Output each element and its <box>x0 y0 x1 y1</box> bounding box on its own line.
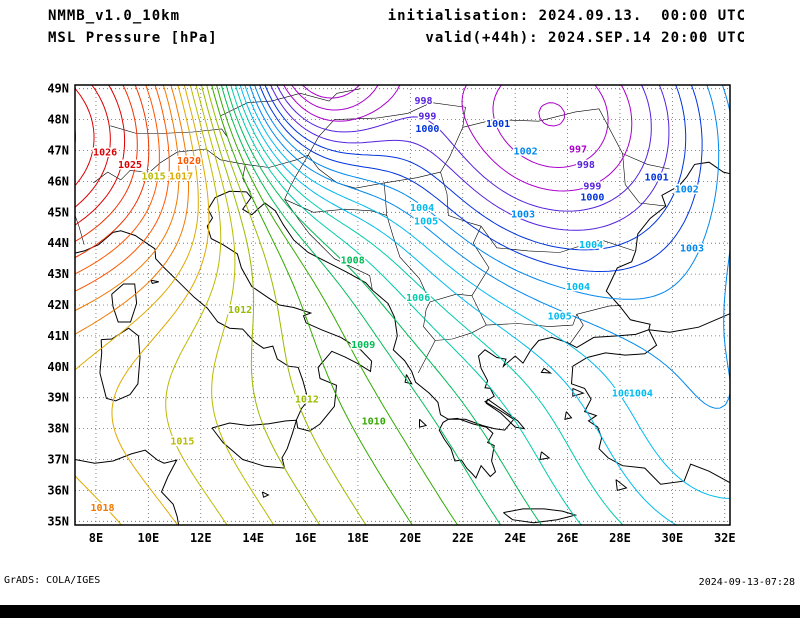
model-name: NMMB_v1.0_10km <box>48 8 181 24</box>
contour-label: 1009 <box>351 340 375 351</box>
contour-label: 1000 <box>415 124 439 135</box>
lat-label: 48N <box>47 113 69 127</box>
contour-label: 1003 <box>680 243 704 254</box>
field-name: MSL Pressure [hPa] <box>48 30 218 46</box>
lon-label: 26E <box>557 531 579 545</box>
contour-label: 1026 <box>93 148 117 159</box>
grid-lines <box>75 85 730 525</box>
contour-label: 1015 <box>170 437 194 448</box>
lat-label: 41N <box>47 329 69 343</box>
grads-credit: GrADS: COLA/IGES <box>4 575 101 586</box>
coastlines <box>74 161 731 525</box>
lon-label: 12E <box>190 531 212 545</box>
lon-axis-labels: 8E 10E 12E 14E 16E 18E 20E 22E 24E 26E 28E 30E 32E <box>89 531 736 545</box>
lat-label: 46N <box>47 174 69 188</box>
contour-label: 1000 <box>580 192 604 203</box>
lon-label: 10E <box>138 531 160 545</box>
lon-label: 16E <box>295 531 317 545</box>
lat-label: 38N <box>47 422 69 436</box>
contour-label: 1001 <box>486 119 510 130</box>
contour-label: 1002 <box>675 185 699 196</box>
contour-label: 999 <box>418 111 436 122</box>
lon-label: 20E <box>400 531 422 545</box>
map-frame <box>74 84 731 526</box>
contour-label: 1001 <box>645 172 669 183</box>
contour-label: 1008 <box>341 256 365 267</box>
contour-label: 1004 <box>566 282 590 293</box>
lat-label: 49N <box>47 82 69 96</box>
contour-label: 998 <box>577 160 595 171</box>
lat-label: 40N <box>47 360 69 374</box>
lat-label: 39N <box>47 391 69 405</box>
lon-label: 14E <box>242 531 264 545</box>
contour-label: 1002 <box>514 147 538 158</box>
lon-label: 28E <box>609 531 631 545</box>
contour-label: 1005 <box>548 311 572 322</box>
contour-label: 1006 <box>406 293 430 304</box>
contour-label: 998 <box>414 96 432 107</box>
lon-label: 24E <box>504 531 526 545</box>
lat-axis-labels: 49N 48N 47N 46N 45N 44N 43N 42N 41N 40N 39N 38N 37N 3… <box>47 82 69 529</box>
contour-label: 1012 <box>228 305 252 316</box>
lat-label: 45N <box>47 205 69 219</box>
contour-label: 1017 <box>169 171 193 182</box>
contour-label: 999 <box>583 182 601 193</box>
creation-timestamp: 2024-09-13-07:28 <box>698 577 795 588</box>
lat-label: 35N <box>47 514 69 528</box>
contour-label: 1010 <box>362 416 386 427</box>
lon-label: 18E <box>347 531 369 545</box>
lat-label: 44N <box>47 236 69 250</box>
contour-label: 1005 <box>414 217 438 228</box>
lon-label: 22E <box>452 531 474 545</box>
lon-label: 8E <box>89 531 103 545</box>
country-borders <box>74 88 670 374</box>
lat-label: 36N <box>47 483 69 497</box>
contour-label: 1004 <box>410 203 434 214</box>
lat-label: 42N <box>47 298 69 312</box>
contour-label: 1012 <box>295 395 319 406</box>
contour-label: 1020 <box>177 156 201 167</box>
lon-label: 30E <box>662 531 684 545</box>
contour-label: 1004 <box>629 389 653 400</box>
valid-time: valid(+44h): 2024.SEP.14 20:00 UTC <box>425 30 746 46</box>
contour-label: 1003 <box>511 209 535 220</box>
contour-label: 1015 <box>142 171 166 182</box>
lat-label: 47N <box>47 144 69 158</box>
lon-label: 32E <box>714 531 736 545</box>
contour-label: 1004 <box>612 389 636 400</box>
contour-label: 997 <box>569 145 587 156</box>
lat-label: 37N <box>47 453 69 467</box>
initialisation-time: initialisation: 2024.09.13. 00:00 UTC <box>387 8 746 24</box>
lat-label: 43N <box>47 267 69 281</box>
bottom-black-bar <box>0 605 800 618</box>
contour-label: 1018 <box>90 503 114 514</box>
contour-label: 1004 <box>579 240 603 251</box>
contour-label: 1025 <box>118 160 142 171</box>
